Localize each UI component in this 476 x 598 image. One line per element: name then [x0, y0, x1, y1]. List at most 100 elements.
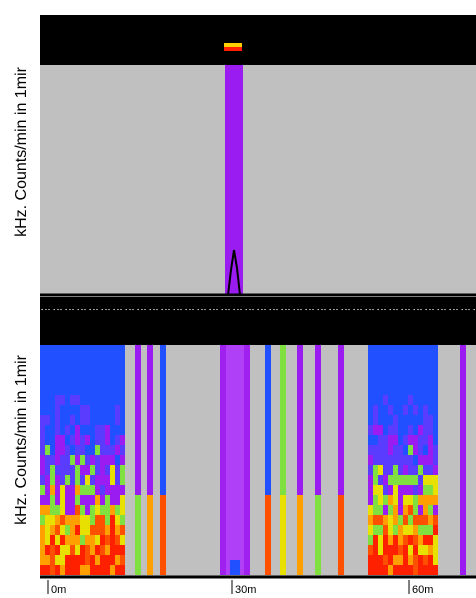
spectrum-cell [383, 415, 388, 425]
spectrum-cell [428, 515, 433, 525]
spectrum-cell [65, 345, 70, 355]
spectrum-cell [55, 495, 60, 505]
spectrum-cell [105, 375, 110, 385]
spectrum-cell [428, 435, 433, 445]
spectrum-cell [40, 415, 45, 425]
spectrum-cell [75, 495, 80, 505]
spectrum-cell [100, 395, 105, 405]
spectrum-cell [110, 415, 115, 425]
spectrum-cell [135, 345, 141, 495]
spectrum-cell [418, 465, 423, 475]
spectrum-cell [398, 515, 403, 525]
spectrum-cell [383, 365, 388, 375]
spectrum-cell [95, 555, 100, 565]
spectrum-cell [75, 375, 80, 385]
spectrum-cell [70, 355, 75, 365]
spectrum-cell [408, 425, 413, 435]
spectrum-cell [378, 435, 383, 445]
spectrum-cell [115, 435, 120, 445]
spectrum-cell [423, 385, 428, 395]
spectrum-cell [105, 345, 110, 355]
spectrum-cell [433, 355, 438, 365]
spectrum-cell [413, 355, 418, 365]
spectrum-cell [110, 375, 115, 385]
spectrum-cell [60, 555, 65, 565]
spectrum-cell [265, 495, 271, 575]
spectrum-cell [373, 475, 378, 485]
spectrum-cell [418, 515, 423, 525]
spectrum-cell [50, 345, 55, 355]
spectrum-cell [368, 535, 373, 545]
spectrum-cell [433, 475, 438, 485]
spectrum-cell [85, 455, 90, 465]
spectrum-cell [80, 465, 85, 475]
spectrum-cell [65, 415, 70, 425]
spectrum-cell [398, 465, 403, 475]
spectrum-cell [110, 365, 115, 375]
spectrum-cell [90, 365, 95, 375]
spectrum-cell [85, 445, 90, 455]
spectrum-cell [65, 525, 70, 535]
spectrum-cell [423, 545, 428, 555]
spectrum-cell [115, 415, 120, 425]
spectrum-cell [393, 475, 398, 485]
spectrum-cell [120, 525, 125, 535]
spectrum-cell [413, 425, 418, 435]
spectrum-cell [85, 535, 90, 545]
spectrum-cell [40, 485, 45, 495]
spectrum-cell [70, 375, 75, 385]
spectrum-cell [50, 415, 55, 425]
spectrum-cell [393, 455, 398, 465]
spectrum-cell [115, 445, 120, 455]
spectrum-cell [297, 495, 303, 575]
spectrum-cell [50, 425, 55, 435]
spectrum-cell [95, 565, 100, 575]
spectrum-cell [383, 395, 388, 405]
spectrum-cell [433, 515, 438, 525]
spectrum-cell [423, 475, 428, 485]
spectrum-cell [383, 385, 388, 395]
spectrum-cell [95, 375, 100, 385]
spectrum-cell [398, 385, 403, 395]
spectrum-cell [393, 445, 398, 455]
spectrum-cell [45, 405, 50, 415]
spectrum-cell [393, 505, 398, 515]
spectrum-cell [70, 565, 75, 575]
spectrum-cell [373, 445, 378, 455]
spectrum-cell [85, 495, 90, 505]
time-tick: 0m [51, 584, 66, 596]
spectrum-cell [90, 445, 95, 455]
spectrum-cell [388, 515, 393, 525]
spectrum-cell [105, 535, 110, 545]
spectrum-cell [40, 505, 45, 515]
spectrum-cell [383, 375, 388, 385]
spectrum-cell [105, 405, 110, 415]
spectrum-cell [50, 405, 55, 415]
spectrum-cell [75, 465, 80, 475]
spectrum-cell [85, 345, 90, 355]
spectrum-cell [60, 465, 65, 475]
spectrum-cell [388, 405, 393, 415]
spectrum-cell [378, 445, 383, 455]
spectrum-cell [403, 455, 408, 465]
spectrum-cell [55, 475, 60, 485]
bottom-header [40, 297, 476, 345]
spectrum-cell [60, 375, 65, 385]
spectrum-cell [80, 545, 85, 555]
spectrum-cell [70, 505, 75, 515]
spectrum-cell [433, 455, 438, 465]
spectrum-cell [418, 395, 423, 405]
spectrum-cell [418, 405, 423, 415]
spectrum-cell [75, 485, 80, 495]
spectrum-cell [423, 515, 428, 525]
spectrum-cell [147, 345, 153, 495]
spectrum-cell [408, 495, 413, 505]
spectrum-cell [373, 385, 378, 395]
spectrum-cell [100, 535, 105, 545]
spectrum-cell [105, 435, 110, 445]
spectrum-cell [393, 385, 398, 395]
spectrum-cell [403, 555, 408, 565]
spectrum-cell [120, 425, 125, 435]
spectrum-cell [110, 435, 115, 445]
spectrum-cell [413, 435, 418, 445]
